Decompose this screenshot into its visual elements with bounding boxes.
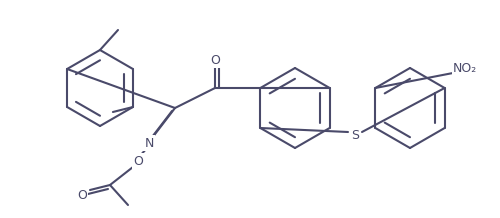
Text: O: O (133, 155, 143, 167)
Text: O: O (210, 53, 220, 66)
Text: N: N (144, 136, 154, 150)
Text: NO₂: NO₂ (453, 61, 477, 75)
Text: O: O (77, 189, 87, 201)
Text: S: S (351, 128, 359, 141)
